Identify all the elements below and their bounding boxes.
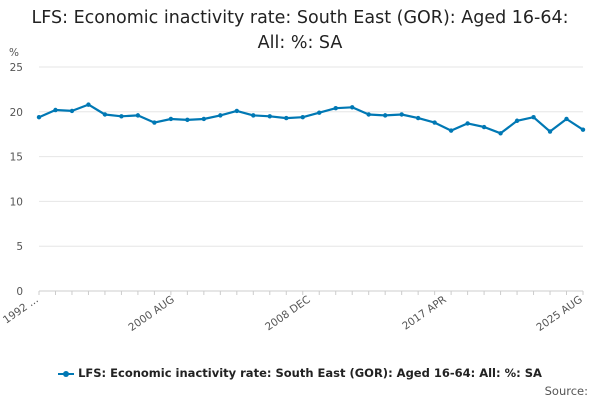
series-line bbox=[38, 103, 584, 135]
data-point[interactable] bbox=[234, 108, 240, 114]
data-point[interactable] bbox=[465, 121, 470, 126]
data-point[interactable] bbox=[119, 114, 124, 119]
data-point[interactable] bbox=[481, 124, 487, 130]
data-point[interactable] bbox=[333, 106, 338, 111]
x-tick-label: 2025 AUG bbox=[534, 294, 584, 334]
data-point[interactable] bbox=[201, 116, 207, 122]
y-tick-label: 25 bbox=[10, 62, 23, 74]
data-point[interactable] bbox=[514, 118, 520, 123]
data-point[interactable] bbox=[432, 120, 437, 125]
x-tick-label: 1992 ... bbox=[1, 294, 41, 327]
data-point[interactable] bbox=[448, 128, 454, 133]
data-point[interactable] bbox=[53, 107, 58, 113]
chart-title: LFS: Economic inactivity rate: South Eas… bbox=[31, 8, 569, 53]
data-point[interactable] bbox=[168, 116, 174, 122]
data-point[interactable] bbox=[382, 113, 388, 118]
series-layer bbox=[36, 102, 586, 136]
legend-line-marker-icon bbox=[58, 370, 75, 377]
data-point[interactable] bbox=[284, 115, 289, 121]
data-point[interactable] bbox=[267, 114, 272, 119]
data-point[interactable] bbox=[102, 112, 108, 117]
data-point[interactable] bbox=[152, 120, 157, 125]
data-point[interactable] bbox=[185, 117, 190, 123]
data-point[interactable] bbox=[366, 112, 371, 117]
y-tick-label: 0 bbox=[16, 286, 23, 298]
data-point[interactable] bbox=[350, 105, 355, 110]
legend[interactable]: LFS: Economic inactivity rate: South Eas… bbox=[0, 366, 600, 380]
legend-label: LFS: Economic inactivity rate: South Eas… bbox=[78, 366, 542, 380]
x-tick-label: 2000 AUG bbox=[126, 294, 176, 334]
data-point[interactable] bbox=[36, 114, 42, 120]
y-tick-label: 15 bbox=[10, 152, 23, 164]
data-point[interactable] bbox=[69, 108, 75, 114]
data-point[interactable] bbox=[580, 127, 586, 132]
data-point[interactable] bbox=[135, 113, 141, 118]
x-tick-label: 2017 APR bbox=[400, 294, 449, 333]
data-point[interactable] bbox=[415, 115, 421, 121]
y-tick-label: 20 bbox=[10, 107, 23, 119]
y-tick-label: 10 bbox=[10, 196, 23, 208]
data-point[interactable] bbox=[86, 102, 91, 107]
data-point[interactable] bbox=[564, 116, 569, 122]
data-point[interactable] bbox=[547, 129, 553, 134]
data-point[interactable] bbox=[218, 113, 223, 118]
x-tick-label: 2008 DEC bbox=[263, 294, 313, 334]
data-point[interactable] bbox=[399, 112, 404, 117]
data-point[interactable] bbox=[251, 113, 256, 118]
data-point[interactable] bbox=[317, 110, 322, 115]
data-point[interactable] bbox=[300, 114, 305, 120]
source-label: Source: bbox=[544, 384, 588, 398]
data-point[interactable] bbox=[531, 114, 536, 120]
y-tick-label: 5 bbox=[16, 241, 23, 253]
y-axis-label: % bbox=[9, 47, 19, 59]
data-point[interactable] bbox=[498, 131, 503, 136]
grid bbox=[39, 66, 583, 292]
